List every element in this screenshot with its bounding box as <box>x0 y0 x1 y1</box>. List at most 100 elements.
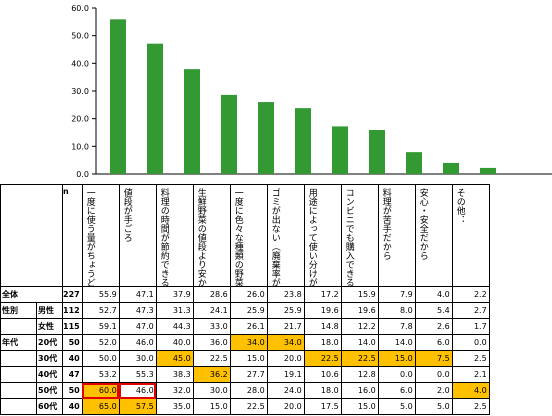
header-row: n 一度に使う量がちょうどいい（使い切れる） 値段が手ごろ 料理の時間が節約できる 生鮮… <box>0 184 490 287</box>
table-cell: 4.0 <box>451 382 490 399</box>
table-cell: 17.2 <box>303 286 342 303</box>
column-header: 料理の時間が節約できる <box>155 184 194 287</box>
table-cell: 20.0 <box>266 398 305 415</box>
table-row: 全体 227 55.9 47.1 37.9 28.6 26.0 23.8 17.2 15.9 7.9… <box>0 286 490 303</box>
bar <box>221 94 237 174</box>
table-cell: 19.1 <box>266 366 305 383</box>
table-cell: 30.0 <box>192 382 231 399</box>
table-cell: 16.0 <box>340 382 379 399</box>
table-cell: 47.0 <box>118 318 157 335</box>
column-header-label: 料理が苦手だから <box>380 188 391 260</box>
row-group-label: 年代 <box>0 334 37 351</box>
table-cell: 57.5 <box>118 398 157 415</box>
table-cell: 46.0 <box>118 334 157 351</box>
table-row: 30代 40 50.0 30.0 45.0 22.5 15.0 20.0 22.5 22.5 15.… <box>0 350 490 367</box>
column-header: コンビニでも購入できる <box>340 184 379 287</box>
column-header: 料理が苦手だから <box>377 184 416 287</box>
table-cell: 5.4 <box>414 302 453 319</box>
y-tick-label: 40.0 <box>71 59 89 68</box>
column-header: 生鮮野菜の値段より安かった <box>192 184 231 287</box>
table-cell: 27.7 <box>229 366 268 383</box>
row-group-label: 全体 <box>0 286 63 303</box>
table-cell: 14.0 <box>377 334 416 351</box>
table-cell: 7.5 <box>414 350 453 367</box>
table-cell: 15.0 <box>192 398 231 415</box>
column-header-label: 料理の時間が節約できる <box>158 188 169 287</box>
table-cell: 1.7 <box>451 318 490 335</box>
row-label: 60代 <box>36 398 63 415</box>
table-cell: 21.7 <box>266 318 305 335</box>
row-group-label: 性別 <box>0 302 37 319</box>
table-cell: 18.0 <box>303 382 342 399</box>
column-header-label: 一度に使う量がちょうどいい（使い切れる） <box>84 188 95 287</box>
row-n: 40 <box>62 350 83 367</box>
table-cell: 44.3 <box>155 318 194 335</box>
table-cell: 31.3 <box>155 302 194 319</box>
table-cell: 34.0 <box>266 334 305 351</box>
row-group-label <box>0 398 37 415</box>
header-corner <box>0 184 63 287</box>
table-cell: 30.0 <box>118 350 157 367</box>
table-cell: 19.6 <box>340 302 379 319</box>
column-header-label: 安心・安全だから <box>417 188 428 260</box>
table-cell: 25.9 <box>229 302 268 319</box>
table-cell: 15.0 <box>340 398 379 415</box>
table-cell: 14.8 <box>303 318 342 335</box>
bar <box>258 102 274 174</box>
table-cell: 28.6 <box>192 286 231 303</box>
column-header-label: 値段が手ごろ <box>121 188 132 242</box>
table-cell: 2.5 <box>451 350 490 367</box>
table-cell: 50.0 <box>81 350 120 367</box>
table-cell: 20.0 <box>266 350 305 367</box>
table-cell: 2.1 <box>451 366 490 383</box>
y-tick-label: 20.0 <box>71 115 89 124</box>
bar <box>184 69 200 174</box>
row-group-label <box>0 382 37 399</box>
table-cell: 36.0 <box>192 334 231 351</box>
table-cell: 40.0 <box>155 334 194 351</box>
bar <box>332 126 348 174</box>
y-tick-label: 60.0 <box>71 4 89 13</box>
row-group-label <box>0 366 37 383</box>
table-cell: 65.0 <box>81 398 120 415</box>
column-header-label: 用途によって使い分けができる <box>306 188 317 287</box>
table-cell: 22.5 <box>192 350 231 367</box>
table-cell: 24.1 <box>192 302 231 319</box>
row-label: 女性 <box>36 318 63 335</box>
bar <box>443 162 459 174</box>
table-cell: 59.1 <box>81 318 120 335</box>
table-cell: 7.8 <box>377 318 416 335</box>
bar <box>147 43 163 174</box>
column-header: 安心・安全だから <box>414 184 453 287</box>
row-group-label <box>0 350 37 367</box>
column-header: ゴミが出ない（廃棄率が低い） <box>266 184 305 287</box>
column-header: 用途によって使い分けができる <box>303 184 342 287</box>
table-cell: 34.0 <box>229 334 268 351</box>
table-cell: 4.0 <box>414 286 453 303</box>
bars <box>110 19 496 174</box>
row-n: 50 <box>62 382 83 399</box>
table-cell: 37.9 <box>155 286 194 303</box>
table-cell: 0.0 <box>377 366 416 383</box>
row-label: 50代 <box>36 382 63 399</box>
table-cell: 33.0 <box>192 318 231 335</box>
row-label: 40代 <box>36 366 63 383</box>
bar-chart: 0.0 10.0 20.0 30.0 40.0 50.0 60.0 <box>71 4 552 179</box>
y-tick-label: 0.0 <box>76 170 89 179</box>
table-cell: 8.0 <box>377 302 416 319</box>
column-header: その他： <box>451 184 490 287</box>
table-cell: 26.1 <box>229 318 268 335</box>
bar <box>110 19 126 174</box>
table-cell: 2.0 <box>414 382 453 399</box>
table-cell: 14.0 <box>340 334 379 351</box>
row-label: 20代 <box>36 334 63 351</box>
y-tick-label: 10.0 <box>71 142 89 151</box>
table-cell: 6.0 <box>377 382 416 399</box>
table-cell: 55.9 <box>81 286 120 303</box>
bar <box>406 152 422 174</box>
table-cell: 15.9 <box>340 286 379 303</box>
table-cell: 6.0 <box>414 334 453 351</box>
row-n: 50 <box>62 334 83 351</box>
row-group-label <box>0 318 37 335</box>
table-cell: 2.5 <box>451 398 490 415</box>
